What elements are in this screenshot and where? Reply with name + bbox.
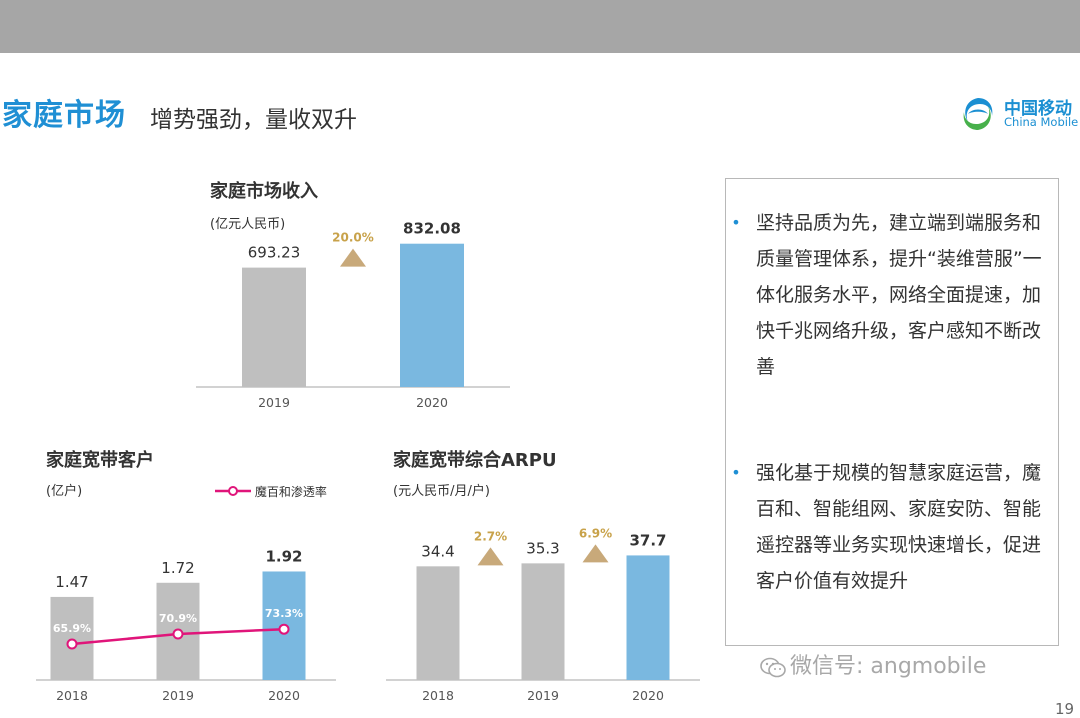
key-point-2-text: 强化基于规模的智慧家庭运营，魔百和、智能组网、家庭安防、智能遥控器等业务实现快速… — [756, 462, 1042, 592]
key-point-2: • 强化基于规模的智慧家庭运营，魔百和、智能组网、家庭安防、智能遥控器等业务实现… — [731, 455, 1046, 599]
growth-label: 2.7% — [474, 529, 507, 543]
chart-household-revenue: 693.23 2019 832.08 2020 20.0% — [196, 220, 510, 410]
penetration-point-2018 — [66, 638, 78, 650]
penetration-label-2020: 73.3% — [265, 607, 303, 620]
tick-label-2019: 2019 — [258, 395, 290, 410]
value-label-2018: 1.47 — [55, 573, 88, 591]
china-mobile-logo: 中国移动 China Mobile — [958, 94, 1080, 134]
logo-text-cn: 中国移动 — [1004, 99, 1072, 119]
value-label-2018: 34.4 — [421, 542, 454, 560]
key-point-1: • 坚持品质为先，建立端到端服务和质量管理体系，提升“装维营服”一体化服务水平，… — [731, 205, 1046, 385]
page-number: 19 — [1055, 700, 1075, 718]
wechat-icon — [760, 657, 786, 678]
page-subtitle: 增势强劲，量收双升 — [150, 107, 357, 133]
chart2-legend: 魔百和渗透率 — [215, 483, 327, 500]
chart2-title: 家庭宽带客户 — [46, 450, 154, 471]
growth-triangle-icon — [340, 248, 366, 267]
value-label-2019: 35.3 — [526, 539, 559, 557]
penetration-point-2020 — [278, 623, 290, 635]
growth-triangle-icon — [582, 544, 609, 563]
bullet-dot-icon: • — [731, 463, 741, 482]
tick-label-2020: 2020 — [268, 688, 300, 703]
chart-broadband-customers: 1.47 2018 1.72 2019 1.92 2020 65.9% 70.9% 73.3% — [36, 547, 336, 703]
top-banner — [0, 0, 1080, 53]
value-label-2019: 693.23 — [248, 244, 301, 262]
page-title: 家庭市场 — [2, 98, 126, 133]
legend-label: 魔百和渗透率 — [254, 485, 327, 499]
key-point-1-text: 坚持品质为先，建立端到端服务和质量管理体系，提升“装维营服”一体化服务水平，网络… — [756, 212, 1042, 378]
bar-2018 — [416, 566, 460, 680]
tick-label-2020: 2020 — [416, 395, 448, 410]
legend-line-marker — [215, 486, 251, 496]
bullet-dot-icon: • — [731, 213, 741, 232]
value-label-2019: 1.72 — [161, 559, 194, 577]
chart3-title: 家庭宽带综合ARPU — [393, 450, 557, 471]
watermark-text: 微信号: angmobile — [790, 654, 987, 679]
bar-2020 — [400, 243, 464, 387]
penetration-label-2019: 70.9% — [159, 612, 197, 625]
value-label-2020: 1.92 — [265, 547, 302, 565]
chart2-unit: (亿户) — [46, 484, 83, 499]
value-label-2020: 832.08 — [403, 220, 461, 238]
growth-triangle-icon — [477, 547, 504, 566]
tick-label-2018: 2018 — [422, 688, 454, 703]
penetration-point-2019 — [172, 628, 184, 640]
tick-label-2019: 2019 — [162, 688, 194, 703]
chart1-unit: (亿元人民币) — [210, 217, 286, 232]
bar-2019 — [521, 563, 565, 680]
growth-label: 6.9% — [579, 526, 612, 540]
tick-label-2020: 2020 — [632, 688, 664, 703]
key-points-box: • 坚持品质为先，建立端到端服务和质量管理体系，提升“装维营服”一体化服务水平，… — [725, 178, 1059, 646]
logo-text-en: China Mobile — [1004, 115, 1079, 129]
chart-broadband-arpu: 34.4 2018 35.3 2019 37.7 2020 2.7% 6.9% — [386, 526, 700, 703]
value-label-2020: 37.7 — [629, 531, 666, 549]
bar-2019 — [242, 267, 306, 387]
bar-2018 — [50, 596, 94, 680]
tick-label-2019: 2019 — [527, 688, 559, 703]
tick-label-2018: 2018 — [56, 688, 88, 703]
chart1-title: 家庭市场收入 — [210, 181, 318, 202]
penetration-label-2018: 65.9% — [53, 622, 91, 635]
growth-label: 20.0% — [332, 231, 374, 245]
bar-2020 — [626, 555, 670, 680]
chart3-unit: (元人民币/月/户) — [393, 484, 490, 499]
china-mobile-logo-icon — [963, 98, 993, 130]
wechat-watermark: 微信号: angmobile — [760, 648, 986, 680]
